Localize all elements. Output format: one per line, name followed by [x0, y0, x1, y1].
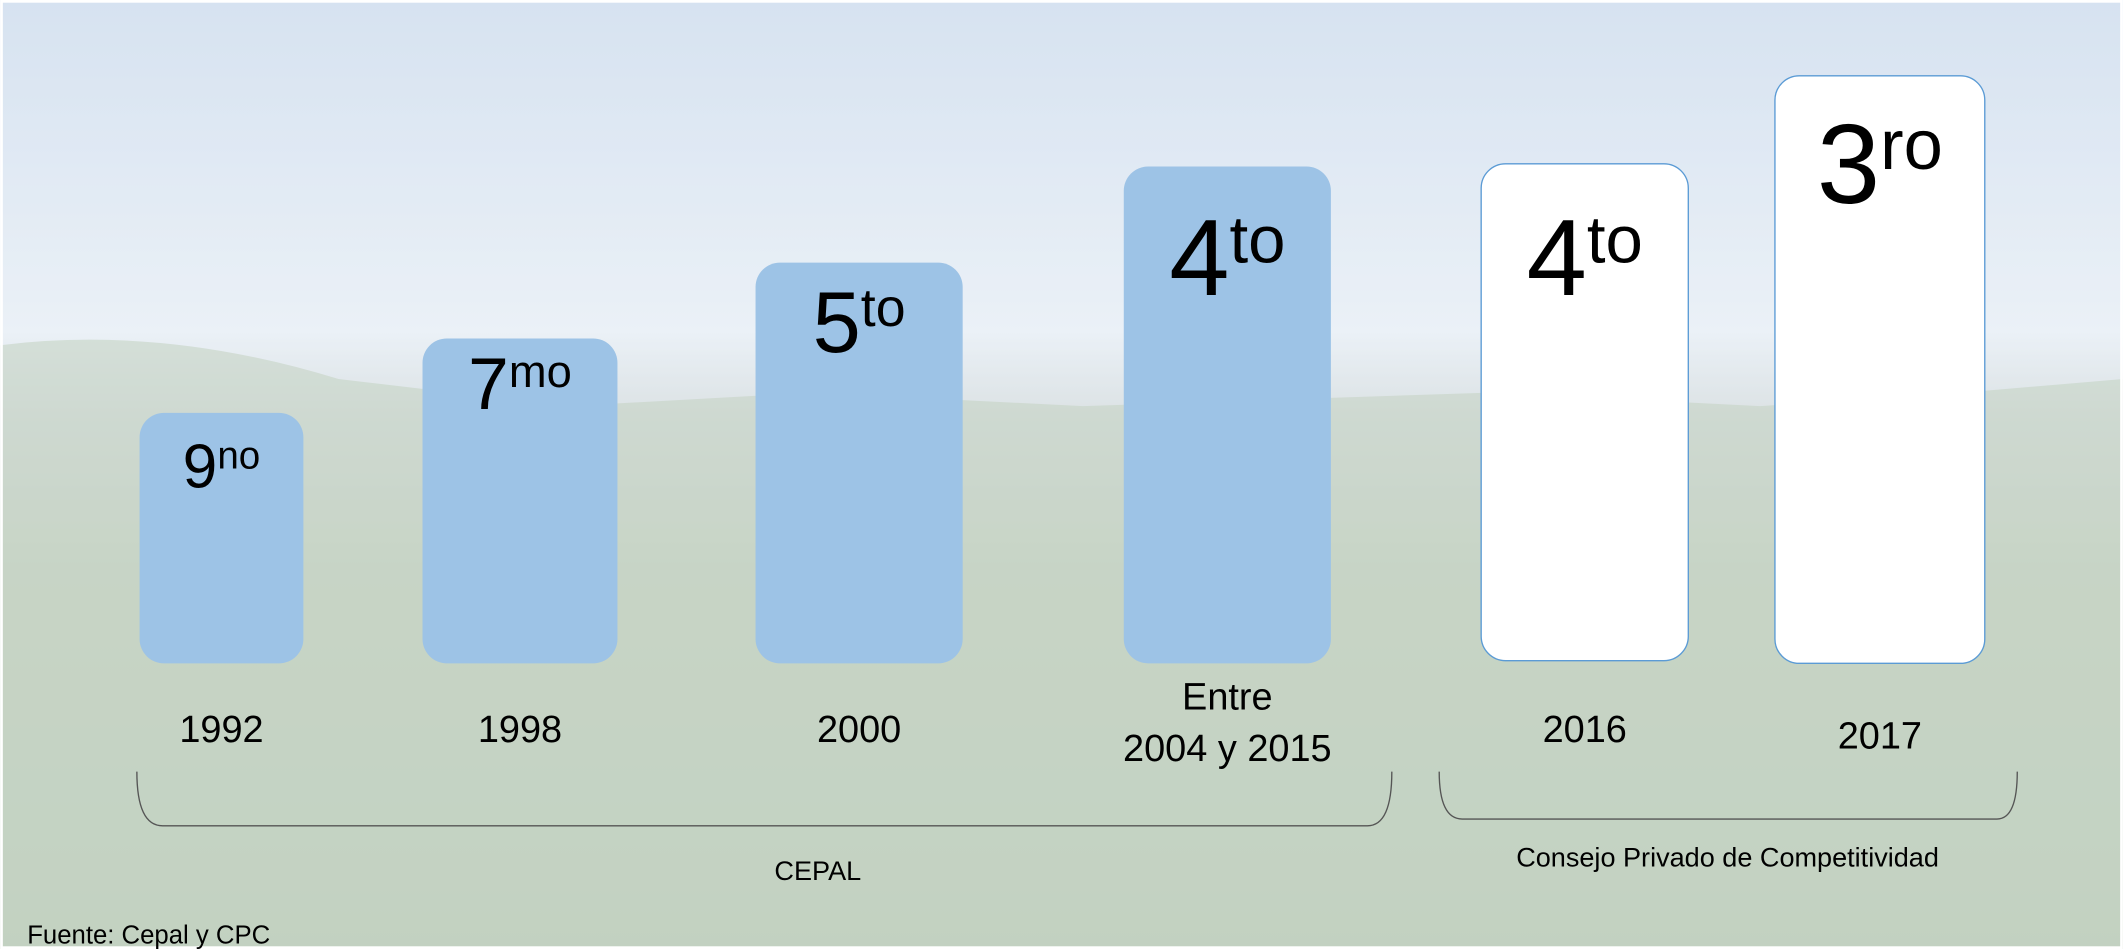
- rank-number: 5: [813, 275, 861, 371]
- rank-suffix: no: [217, 435, 260, 478]
- rank-box: [422, 338, 618, 664]
- rank-box: [755, 262, 963, 664]
- rank-suffix: to: [861, 278, 906, 338]
- rank-number: 4: [1169, 197, 1229, 318]
- rank-label: 4to: [1527, 197, 1643, 318]
- rank-number: 3: [1817, 101, 1880, 228]
- rank-box: [1774, 75, 1986, 665]
- year-label: 1998: [478, 709, 562, 751]
- year-label: 2004 y 2015: [1123, 728, 1332, 770]
- bracket-cepal: [136, 771, 1393, 827]
- bracket-cpc: [1438, 771, 2018, 820]
- group-label: Consejo Privado de Competitividad: [1516, 841, 1939, 872]
- rank-number: 4: [1527, 197, 1587, 318]
- rank-label: 9no: [183, 432, 261, 501]
- rank-label: 7mo: [468, 344, 572, 425]
- rank-suffix: mo: [509, 346, 572, 397]
- year-label: Entre: [1182, 676, 1273, 718]
- rank-number: 9: [183, 432, 218, 501]
- rank-suffix: ro: [1880, 105, 1943, 184]
- year-label: 1992: [179, 709, 263, 751]
- year-label: 2000: [817, 709, 901, 751]
- group-label: CEPAL: [774, 855, 861, 886]
- rank-label: 3ro: [1817, 101, 1943, 228]
- year-label: 2016: [1543, 709, 1627, 751]
- rank-box: [139, 412, 304, 664]
- rank-box: [1123, 166, 1331, 664]
- source: Fuente: Cepal y CPC: [27, 922, 270, 949]
- rank-label: 4to: [1169, 197, 1285, 318]
- rank-number: 7: [468, 344, 509, 425]
- rank-box: [1480, 163, 1689, 662]
- rank-label: 5to: [813, 275, 906, 371]
- rank-suffix: to: [1229, 203, 1285, 278]
- rank-suffix: to: [1587, 203, 1643, 278]
- year-label: 2017: [1838, 716, 1922, 758]
